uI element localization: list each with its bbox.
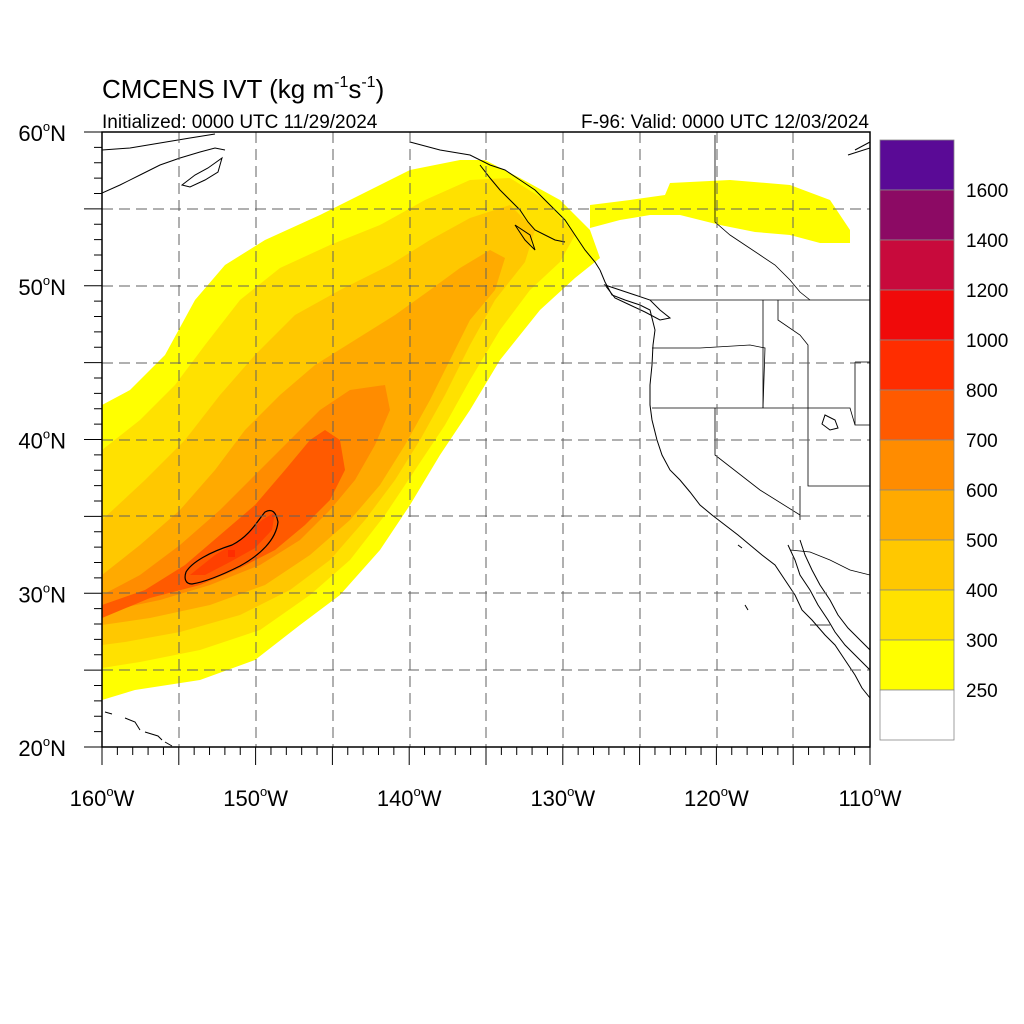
- gridlines: [102, 132, 870, 747]
- lon-labels: 160oW 150oW 140oW 130oW 120oW 110oW: [70, 784, 902, 811]
- colorbar-swatch: [879, 539, 955, 591]
- colorbar-label: 600: [966, 481, 998, 502]
- colorbar-swatch: [879, 289, 955, 341]
- colorbar-label: 1200: [966, 281, 1008, 302]
- lat-label: 30oN: [18, 580, 66, 607]
- colorbar-swatch: [879, 589, 955, 641]
- political-borders: [650, 135, 870, 626]
- colorbar-swatch: [879, 139, 955, 191]
- axis-ticks: [84, 131, 871, 765]
- colorbar-label: 700: [966, 431, 998, 452]
- map-title: CMCENS IVT (kg m-1s-1): [102, 74, 384, 104]
- valid-time: F-96: Valid: 0000 UTC 12/03/2024: [581, 112, 869, 133]
- ivt-800-contour: [184, 509, 279, 585]
- plot-area: [102, 132, 870, 747]
- colorbar-label: 800: [966, 381, 998, 402]
- lon-label: 130oW: [530, 784, 595, 811]
- lon-label: 160oW: [70, 784, 135, 811]
- lon-label: 110oW: [838, 784, 901, 811]
- lat-label: 60oN: [18, 119, 66, 146]
- colorbar-label: 500: [966, 531, 998, 552]
- colorbar-label: 400: [966, 581, 998, 602]
- lon-label: 140oW: [377, 784, 442, 811]
- colorbar-label: 1000: [966, 331, 1008, 352]
- colorbar-label: 1600: [966, 181, 1008, 202]
- colorbar-swatch: [879, 489, 955, 541]
- colorbar-swatch: [879, 439, 955, 491]
- colorbar-swatch: [879, 389, 955, 441]
- ivt-800-region: [190, 512, 275, 575]
- lon-label: 150oW: [223, 784, 288, 811]
- colorbar-label: 300: [966, 631, 998, 652]
- lat-labels: 60oN 50oN 40oN 30oN 20oN: [18, 119, 66, 761]
- colorbar-swatch: [879, 689, 955, 741]
- ivt-700-region: [102, 430, 345, 618]
- colorbar-label: 250: [966, 681, 998, 702]
- colorbar-label: 1400: [966, 231, 1008, 252]
- lat-label: 50oN: [18, 273, 66, 300]
- coastlines: [102, 133, 870, 747]
- lat-label: 40oN: [18, 427, 66, 454]
- lat-label: 20oN: [18, 734, 66, 761]
- ivt-250-region-east: [590, 180, 850, 243]
- colorbar-swatch: [879, 239, 955, 291]
- ivt-field: [102, 160, 850, 700]
- colorbar: 1600 1400 1200 1000 800 700 600 500 400 300 250: [879, 139, 1008, 741]
- colorbar-swatch: [879, 189, 955, 241]
- ivt-max-cell: [228, 550, 235, 557]
- colorbar-swatch: [879, 339, 955, 391]
- colorbar-swatch: [879, 639, 955, 691]
- init-time: Initialized: 0000 UTC 11/29/2024: [102, 112, 378, 133]
- lon-label: 120oW: [684, 784, 749, 811]
